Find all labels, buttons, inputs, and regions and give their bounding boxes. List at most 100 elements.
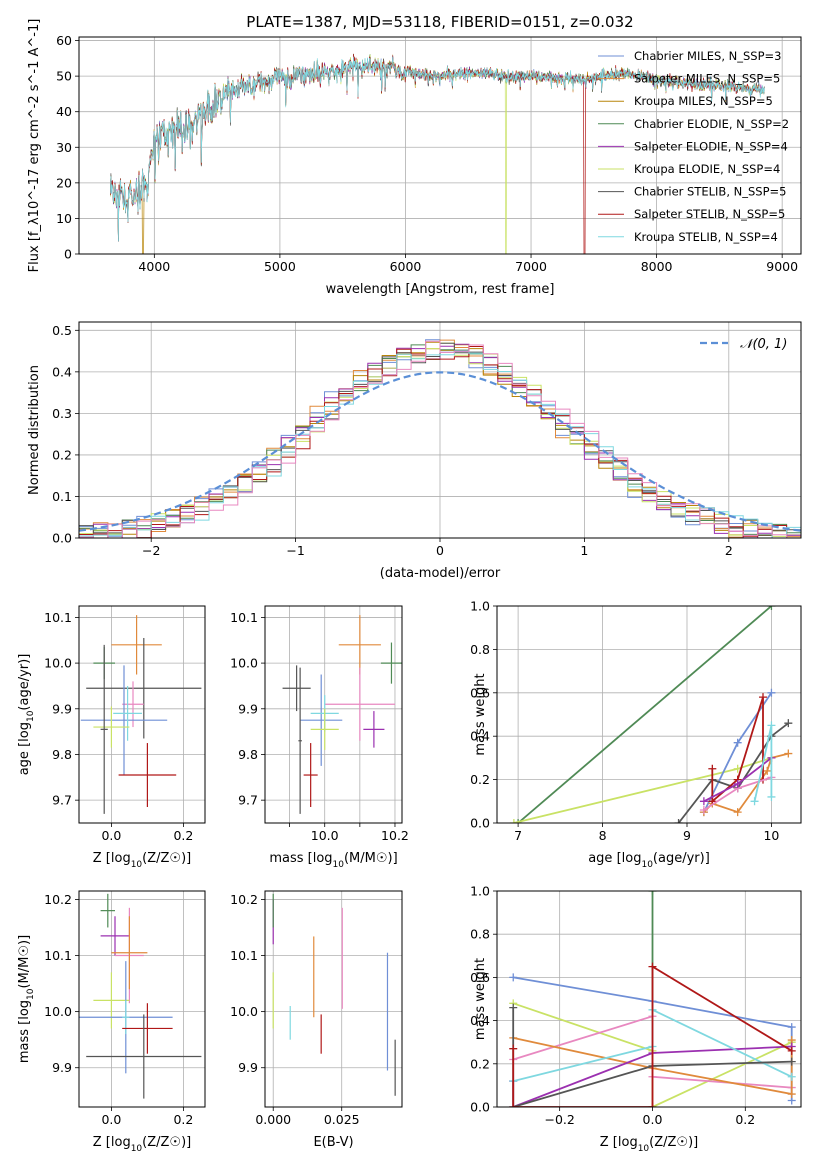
x-axis-label: Z [log10(Z/Z☉)] (600, 1135, 698, 1154)
x-tick-label: 0 (436, 543, 444, 558)
grid (79, 606, 205, 823)
legend-entry: Salpeter STELIB, N_SSP=5 (634, 207, 785, 221)
weight_vs_age-lines (509, 606, 793, 823)
x-tick-label: 0.0 (101, 828, 121, 843)
y-tick-label: 9.8 (52, 747, 72, 762)
weight-marker (750, 797, 759, 806)
weight-marker (767, 606, 776, 610)
y-tick-label: 9.8 (238, 747, 258, 762)
weight-marker (787, 1023, 796, 1032)
x-tick-label: 0.0 (101, 1112, 121, 1127)
mass_vs_Z-points (79, 893, 202, 1099)
x-tick-label: 8000 (641, 259, 673, 274)
chart-title: PLATE=1387, MJD=53118, FIBERID=0151, z=0… (246, 13, 633, 31)
x-axis-label: age [log10(age/yr)] (588, 851, 710, 870)
x-tick-label: 0.0 (643, 1112, 663, 1127)
legend-entry: Chabrier ELODIE, N_SSP=2 (634, 117, 789, 131)
y-tick-label: 10.1 (230, 610, 258, 625)
y-tick-label: 0.1 (52, 489, 72, 504)
y-axis-label: age [log10(age/yr)] (17, 654, 36, 776)
x-tick-label: 5000 (264, 259, 296, 274)
x-tick-label: 10.2 (381, 828, 409, 843)
y-tick-label: 0.2 (470, 1056, 490, 1071)
weight-marker (767, 721, 776, 730)
legend-entry: Chabrier STELIB, N_SSP=5 (634, 185, 786, 199)
spectrum-series-8 (110, 56, 765, 241)
legend-entry: Salpeter MILES, N_SSP=5 (634, 72, 780, 86)
x-axis-label: wavelength [Angstrom, rest frame] (326, 282, 555, 297)
y-tick-label: 9.9 (52, 701, 72, 716)
x-tick-label: 8 (599, 828, 607, 843)
age_vs_Z-frame (78, 605, 206, 824)
y-tick-label: 9.9 (238, 701, 258, 716)
axes-age_vs_Z: 0.0 0.2 9.7 9.8 9.9 10.0 10.1 (44, 606, 205, 843)
legend-entry: Chabrier MILES, N_SSP=3 (634, 49, 781, 63)
y-axis-label: mass weight (473, 673, 488, 755)
y-tick-label: 0.0 (470, 1100, 490, 1115)
y-tick-label: 30 (56, 140, 72, 155)
weight_vs_Z-lines (509, 891, 796, 1107)
y-tick-label: 0.2 (52, 447, 72, 462)
y-tick-label: 0.5 (52, 323, 72, 338)
weight-marker (648, 962, 657, 971)
y-tick-label: 9.9 (238, 1060, 258, 1075)
y-tick-label: 9.7 (238, 793, 258, 808)
spectrum-frame (78, 36, 802, 255)
y-axis-label: mass weight (473, 958, 488, 1040)
age_vs_mass-frame (264, 605, 403, 824)
weight-marker (699, 797, 708, 806)
weight-marker (733, 779, 742, 788)
mass_vs_Z-frame (78, 890, 206, 1108)
y-tick-label: 0.0 (52, 531, 72, 546)
y-tick-label: 10.0 (44, 656, 72, 671)
age_vs_mass-points (282, 615, 402, 814)
y-tick-label: 9.7 (52, 793, 72, 808)
weight-marker (699, 805, 708, 814)
legend-entry: Kroupa ELODIE, N_SSP=4 (634, 162, 780, 176)
spectrum-lines (110, 53, 765, 254)
x-tick-label: 7 (514, 828, 522, 843)
weight-marker (509, 1044, 518, 1053)
spectrum-legend: Chabrier MILES, N_SSP=3 Salpeter MILES, N… (598, 49, 789, 244)
y-tick-label: 10.2 (230, 892, 258, 907)
x-tick-label: −2 (142, 543, 160, 558)
x-tick-label: 0.025 (324, 1112, 360, 1127)
histograms (79, 339, 801, 538)
weight-marker (784, 719, 793, 728)
y-tick-label: 0.2 (470, 772, 490, 787)
residuals-frame (78, 321, 802, 539)
histogram-series-9 (79, 340, 801, 538)
x-tick-label: 2 (725, 543, 733, 558)
normal-reference-curve (79, 371, 801, 532)
y-tick-label: 50 (56, 69, 72, 84)
weight-marker (509, 1103, 518, 1107)
legend-entry: 𝒩(0, 1) (740, 337, 787, 352)
x-tick-label: 6000 (390, 259, 422, 274)
axes-mass_vs_ebv: 0.000 0.025 9.9 10.0 10.1 10.2 (230, 891, 402, 1127)
y-tick-label: 0.8 (470, 642, 490, 657)
weight-marker (767, 792, 776, 801)
weight-series-8 (512, 965, 793, 1107)
x-tick-label: 7000 (515, 259, 547, 274)
y-axis-label: Flux [f_λ10^-17 erg cm^-2 s^-1 A^-1] (27, 19, 42, 273)
y-axis-label: mass [log10(M/M☉)] (17, 935, 36, 1063)
weight-marker (509, 819, 518, 823)
weight-marker (509, 973, 518, 982)
x-tick-label: 0.2 (173, 828, 193, 843)
y-tick-label: 9.9 (52, 1060, 72, 1075)
x-tick-label: 10.0 (311, 828, 339, 843)
y-tick-label: 10.0 (230, 1004, 258, 1019)
axes-age_vs_mass: 10.0 10.2 9.7 9.8 9.9 10.0 10.1 (230, 606, 409, 843)
weight-marker (674, 819, 683, 823)
x-tick-label: −1 (286, 543, 304, 558)
weight-marker (733, 738, 742, 747)
x-tick-label: 4000 (138, 259, 170, 274)
y-tick-label: 0.4 (470, 1013, 490, 1028)
weight-marker (767, 688, 776, 697)
y-tick-label: 0 (64, 247, 72, 262)
legend-entry: Salpeter ELODIE, N_SSP=4 (634, 139, 788, 153)
x-tick-label: 1 (580, 543, 588, 558)
y-tick-label: 0.0 (470, 816, 490, 831)
legend-entry: Kroupa MILES, N_SSP=5 (634, 94, 773, 108)
